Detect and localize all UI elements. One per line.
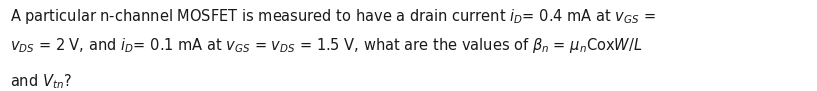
Text: and $V_{tn}$?: and $V_{tn}$? [10, 73, 72, 91]
Text: A particular n-channel MOSFET is measured to have a drain current $i_D$= 0.4 mA : A particular n-channel MOSFET is measure… [10, 7, 655, 26]
Text: $v_{DS}$ = 2 V, and $i_D$= 0.1 mA at $v_{GS}$ = $v_{DS}$ = 1.5 V, what are the v: $v_{DS}$ = 2 V, and $i_D$= 0.1 mA at $v_… [10, 36, 642, 55]
